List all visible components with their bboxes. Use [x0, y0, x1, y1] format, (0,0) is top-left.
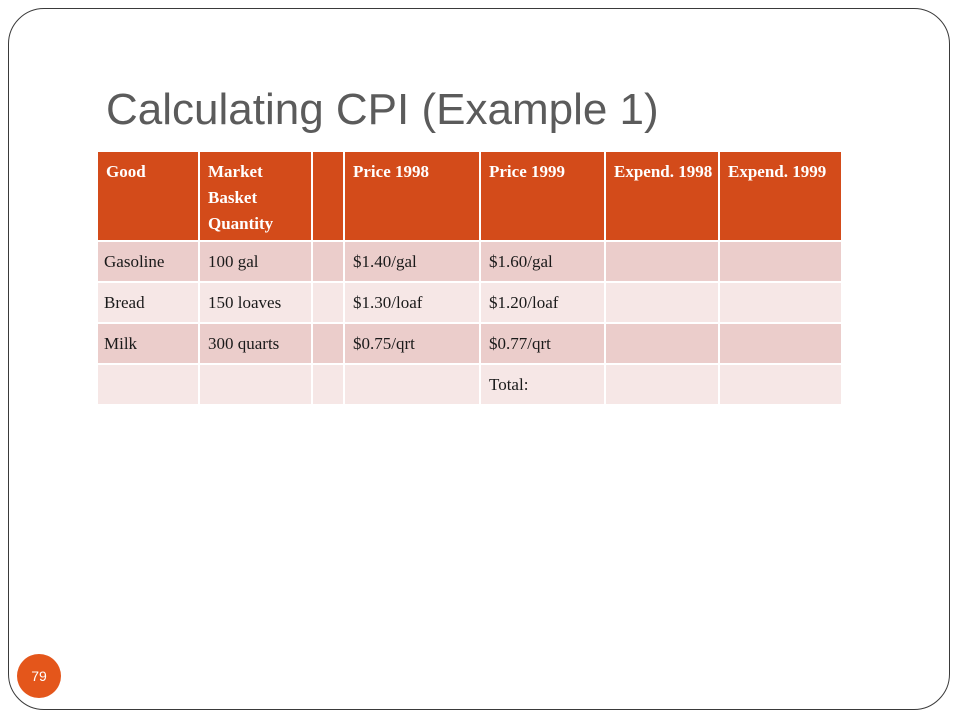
cell-price-1998: $0.75/qrt: [343, 322, 481, 365]
header-good: Good: [96, 150, 200, 242]
table-total-row: Total:: [96, 363, 843, 406]
cell-price-1999: $0.77/qrt: [479, 322, 606, 365]
cell-expend-1998: [604, 281, 720, 324]
cell-price-1998: $1.30/loaf: [343, 281, 481, 324]
slide-title: Calculating CPI (Example 1): [106, 85, 659, 134]
header-market-basket-quantity: Market Basket Quantity: [198, 150, 313, 242]
header-price-1998: Price 1998: [343, 150, 481, 242]
cell-blank: [311, 240, 345, 283]
table-row: Milk 300 quarts $0.75/qrt $0.77/qrt: [96, 322, 843, 365]
header-price-1999: Price 1999: [479, 150, 606, 242]
cell-price-1998: $1.40/gal: [343, 240, 481, 283]
header-expend-1999: Expend. 1999: [718, 150, 843, 242]
cell-quantity: [198, 363, 313, 406]
table-row: Bread 150 loaves $1.30/loaf $1.20/loaf: [96, 281, 843, 324]
cell-expend-1998: [604, 240, 720, 283]
cell-total-expend-1999: [718, 363, 843, 406]
cell-quantity: 150 loaves: [198, 281, 313, 324]
cell-price-1999: $1.60/gal: [479, 240, 606, 283]
cell-quantity: 300 quarts: [198, 322, 313, 365]
table-row: Gasoline 100 gal $1.40/gal $1.60/gal: [96, 240, 843, 283]
page-number-badge: 79: [17, 654, 61, 698]
total-label: Total:: [479, 363, 606, 406]
page-number: 79: [31, 668, 47, 684]
header-blank: [311, 150, 345, 242]
cell-blank: [311, 281, 345, 324]
cell-good: Bread: [96, 281, 200, 324]
cell-blank: [311, 363, 345, 406]
cell-expend-1999: [718, 281, 843, 324]
cell-expend-1999: [718, 322, 843, 365]
cpi-table: Good Market Basket Quantity Price 1998 P…: [96, 150, 843, 406]
header-expend-1998: Expend. 1998: [604, 150, 720, 242]
cell-price-1999: $1.20/loaf: [479, 281, 606, 324]
cell-expend-1999: [718, 240, 843, 283]
table-header-row: Good Market Basket Quantity Price 1998 P…: [96, 150, 843, 242]
cell-good: [96, 363, 200, 406]
cell-quantity: 100 gal: [198, 240, 313, 283]
cell-good: Gasoline: [96, 240, 200, 283]
cell-price-1998: [343, 363, 481, 406]
cell-good: Milk: [96, 322, 200, 365]
cell-expend-1998: [604, 322, 720, 365]
cell-total-expend-1998: [604, 363, 720, 406]
cell-blank: [311, 322, 345, 365]
